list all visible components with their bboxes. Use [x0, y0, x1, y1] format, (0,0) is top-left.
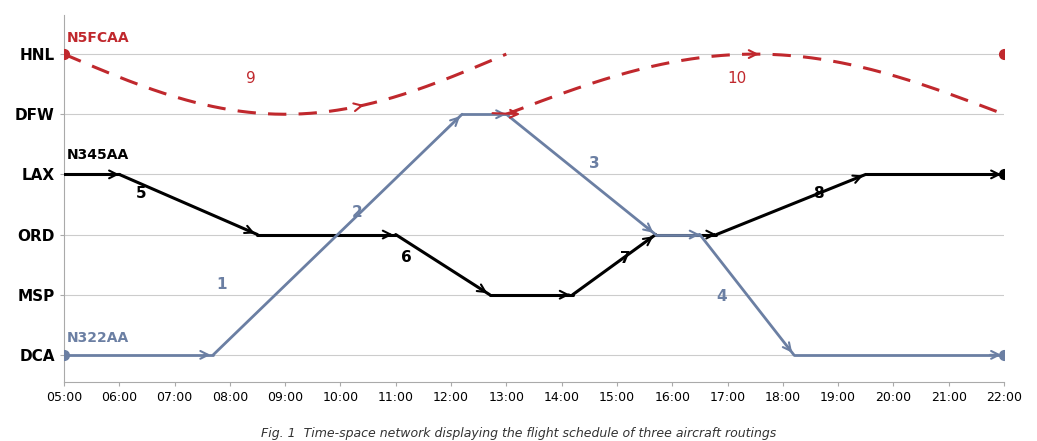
Text: 5: 5: [136, 187, 146, 202]
Text: 3: 3: [589, 157, 599, 172]
Text: 6: 6: [401, 250, 412, 265]
Text: 8: 8: [813, 187, 823, 202]
Text: 4: 4: [717, 289, 727, 304]
Text: 7: 7: [620, 251, 630, 266]
Text: N345AA: N345AA: [66, 148, 129, 162]
Text: 2: 2: [352, 205, 362, 220]
Text: N5FCAA: N5FCAA: [66, 31, 130, 45]
Text: Fig. 1  Time-space network displaying the flight schedule of three aircraft rout: Fig. 1 Time-space network displaying the…: [261, 426, 776, 440]
Text: 9: 9: [247, 71, 256, 86]
Text: N322AA: N322AA: [66, 331, 129, 344]
Text: 10: 10: [728, 71, 747, 86]
Text: 1: 1: [216, 277, 226, 292]
